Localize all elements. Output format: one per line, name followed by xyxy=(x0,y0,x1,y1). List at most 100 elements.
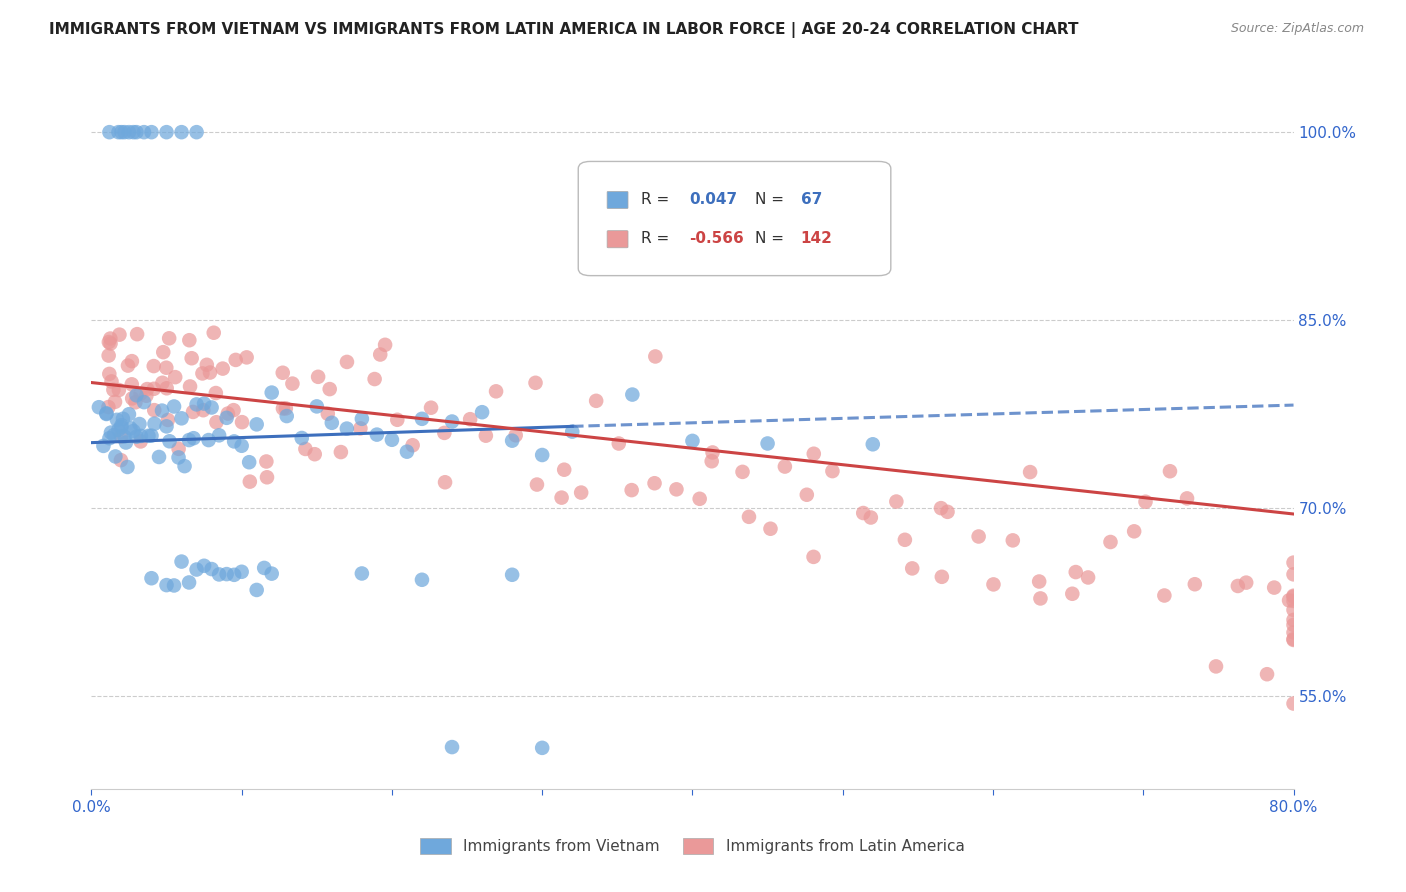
Point xyxy=(224,434,246,449)
Point xyxy=(291,431,314,445)
FancyBboxPatch shape xyxy=(607,231,628,248)
Point xyxy=(191,367,214,381)
Point xyxy=(681,434,703,448)
Text: N =: N = xyxy=(755,231,789,246)
Point xyxy=(183,431,205,445)
Point xyxy=(121,354,143,368)
Point xyxy=(125,125,148,139)
Point xyxy=(796,488,818,502)
Point xyxy=(238,455,260,469)
Text: 142: 142 xyxy=(800,231,832,246)
Point xyxy=(143,403,166,417)
Point xyxy=(1062,587,1084,601)
Point xyxy=(98,332,121,346)
Legend: Immigrants from Vietnam, Immigrants from Latin America: Immigrants from Vietnam, Immigrants from… xyxy=(415,832,970,860)
Point xyxy=(1064,565,1087,579)
Text: IMMIGRANTS FROM VIETNAM VS IMMIGRANTS FROM LATIN AMERICA IN LABOR FORCE | AGE 20: IMMIGRANTS FROM VIETNAM VS IMMIGRANTS FR… xyxy=(49,22,1078,38)
Point xyxy=(129,429,152,443)
Point xyxy=(316,407,339,421)
Point xyxy=(135,389,157,403)
Point xyxy=(197,433,219,447)
Point xyxy=(143,417,166,431)
Text: -0.566: -0.566 xyxy=(689,231,744,246)
Point xyxy=(115,435,138,450)
Point xyxy=(1278,593,1301,607)
Point xyxy=(231,439,253,453)
Point xyxy=(1282,556,1305,570)
Point xyxy=(350,412,373,426)
Point xyxy=(155,125,177,139)
Point xyxy=(163,578,186,592)
Point xyxy=(553,463,575,477)
Point xyxy=(305,400,328,414)
Point xyxy=(165,370,187,384)
Point xyxy=(98,431,121,445)
Point xyxy=(108,327,131,342)
Point xyxy=(157,331,180,345)
Point xyxy=(1282,594,1305,608)
Point xyxy=(821,464,844,478)
Point xyxy=(114,429,136,443)
Point xyxy=(1263,581,1285,595)
Point xyxy=(524,376,547,390)
Point xyxy=(186,562,208,576)
Point xyxy=(231,415,253,429)
Point xyxy=(350,566,373,581)
Point xyxy=(1029,591,1052,606)
Point xyxy=(114,125,136,139)
Point xyxy=(1135,494,1157,508)
Point xyxy=(803,549,825,564)
Point xyxy=(136,382,159,396)
Point xyxy=(644,476,666,491)
Point xyxy=(222,403,245,417)
Point xyxy=(271,366,294,380)
Point xyxy=(127,327,149,342)
Point xyxy=(246,417,269,432)
Point xyxy=(110,418,132,433)
Point xyxy=(97,400,120,414)
Point xyxy=(132,125,155,139)
Point xyxy=(475,428,498,442)
Point xyxy=(1256,667,1278,681)
Point xyxy=(531,448,554,462)
Point xyxy=(1282,618,1305,632)
Point xyxy=(440,740,463,755)
Point xyxy=(156,381,179,395)
Text: 67: 67 xyxy=(800,192,823,207)
Point xyxy=(387,413,409,427)
Point xyxy=(349,421,371,435)
Point xyxy=(274,401,297,416)
Point xyxy=(107,125,129,139)
Point xyxy=(411,573,433,587)
Point xyxy=(401,438,423,452)
Point xyxy=(217,407,239,421)
Point xyxy=(329,445,352,459)
Point xyxy=(208,567,231,582)
Point xyxy=(235,351,257,365)
Point xyxy=(186,125,208,139)
Point xyxy=(155,360,177,375)
Point xyxy=(201,401,224,415)
Point xyxy=(803,447,825,461)
Point xyxy=(121,392,143,406)
Point xyxy=(336,355,359,369)
Point xyxy=(100,375,122,389)
Point xyxy=(118,407,141,421)
Point xyxy=(97,349,120,363)
Point xyxy=(894,533,917,547)
Point xyxy=(260,385,283,400)
Point xyxy=(180,351,202,366)
Point xyxy=(122,125,145,139)
Point xyxy=(103,428,125,442)
Point xyxy=(120,421,142,435)
Point xyxy=(374,338,396,352)
Point xyxy=(97,334,120,349)
Point xyxy=(122,424,145,438)
Point xyxy=(142,382,165,396)
Point xyxy=(110,125,132,139)
Point xyxy=(1099,535,1122,549)
Point xyxy=(177,575,200,590)
Point xyxy=(862,437,884,451)
Text: Source: ZipAtlas.com: Source: ZipAtlas.com xyxy=(1230,22,1364,36)
Point xyxy=(1001,533,1024,548)
